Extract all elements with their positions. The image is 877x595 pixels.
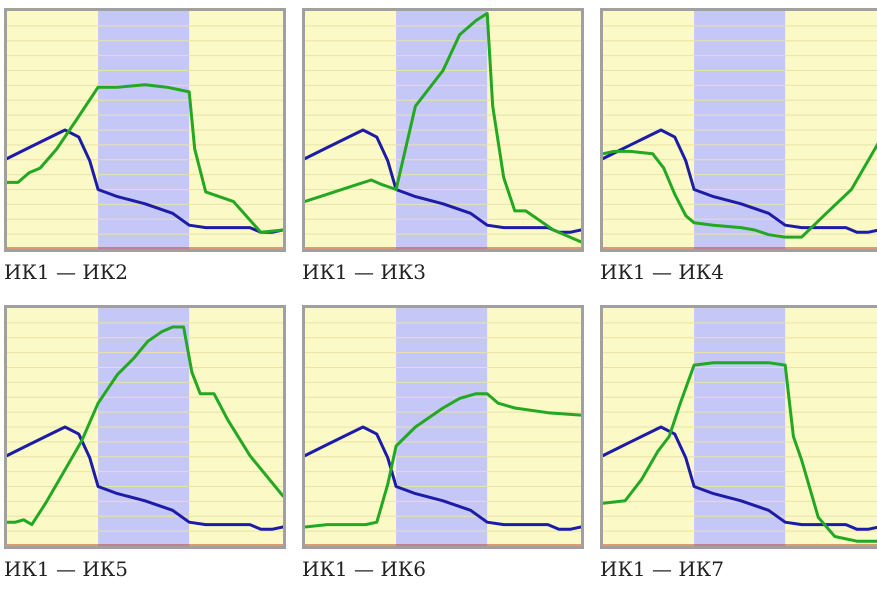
chart-caption: ИК1 — ИК2 — [4, 260, 129, 284]
line-chart — [7, 11, 283, 249]
series-line-blue — [603, 128, 877, 234]
line-chart — [305, 308, 581, 546]
chart-frame — [302, 8, 584, 252]
line-chart — [603, 308, 877, 546]
chart-panel-3: ИК1 — ИК4 — [600, 8, 877, 298]
chart-caption: ИК1 — ИК6 — [302, 557, 427, 581]
chart-frame — [4, 8, 286, 252]
chart-frame — [302, 305, 584, 549]
chart-frame — [600, 8, 877, 252]
chart-panel-6: ИК1 — ИК7 — [600, 305, 877, 595]
series-line-blue — [603, 425, 877, 531]
chart-frame — [4, 305, 286, 549]
chart-frame — [600, 305, 877, 549]
series-line-green — [7, 325, 283, 527]
chart-panel-1: ИК1 — ИК2 — [4, 8, 286, 298]
chart-caption: ИК1 — ИК7 — [600, 557, 725, 581]
series-line-blue — [7, 425, 283, 531]
chart-panel-2: ИК1 — ИК3 — [302, 8, 584, 298]
chart-caption: ИК1 — ИК4 — [600, 260, 725, 284]
series-line-blue — [305, 425, 581, 531]
chart-caption: ИК1 — ИК3 — [302, 260, 427, 284]
chart-caption: ИК1 — ИК5 — [4, 557, 129, 581]
series-line-green — [603, 361, 877, 543]
chart-panel-4: ИК1 — ИК5 — [4, 305, 286, 595]
series-line-green — [7, 83, 283, 234]
series-line-green — [305, 392, 581, 529]
series-line-blue — [7, 128, 283, 234]
series-line-green — [603, 142, 877, 239]
chart-panel-5: ИК1 — ИК6 — [302, 305, 584, 595]
line-chart — [305, 11, 581, 249]
line-chart — [603, 11, 877, 249]
line-chart — [7, 308, 283, 546]
series-line-green — [305, 11, 581, 244]
